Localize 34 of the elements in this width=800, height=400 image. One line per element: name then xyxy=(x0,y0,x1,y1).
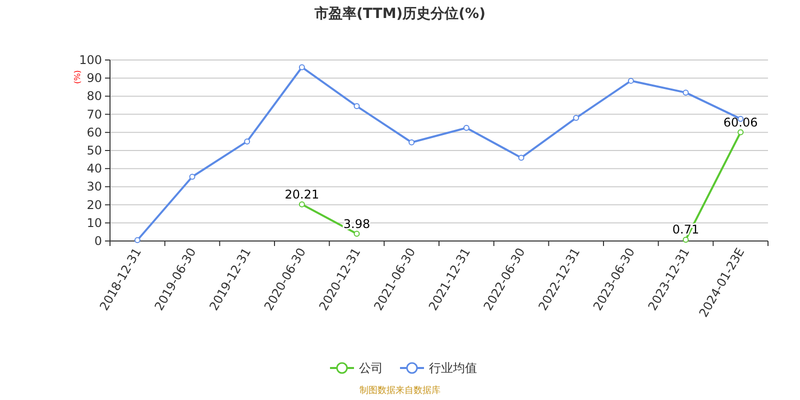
y-axis-title: (%) xyxy=(73,70,82,84)
y-tick-label: 10 xyxy=(86,216,102,230)
y-tick-label: 30 xyxy=(86,180,102,194)
text: 制图数据来自数据库 xyxy=(360,385,440,396)
point xyxy=(354,103,360,110)
y-tick-label: 50 xyxy=(86,144,102,158)
point xyxy=(682,90,689,96)
data-label: 3.98 xyxy=(343,216,370,231)
y-tick-label: 0 xyxy=(94,234,102,248)
point xyxy=(682,236,689,243)
point xyxy=(298,201,305,208)
point xyxy=(298,64,305,70)
point xyxy=(134,237,140,244)
point xyxy=(573,114,580,121)
point xyxy=(408,139,415,146)
y-tick-label: 80 xyxy=(86,89,102,104)
y-tick-label: 60 xyxy=(86,125,102,140)
y-tick-label: 20 xyxy=(86,198,102,212)
y-tick-label: 100 xyxy=(79,53,102,67)
data-label: 20.21 xyxy=(284,187,320,202)
point xyxy=(628,78,634,84)
point xyxy=(244,138,250,144)
data-label: 60.06 xyxy=(723,115,758,130)
point xyxy=(518,154,524,161)
point xyxy=(738,129,744,136)
point xyxy=(463,124,470,131)
y-tick-label: 70 xyxy=(86,107,102,122)
chart-title: 市盈率(TTM)历史分位(%) xyxy=(314,5,486,22)
y-tick-label: 40 xyxy=(86,162,102,176)
y-tick-label: 90 xyxy=(86,71,102,86)
legend-label: 公司 xyxy=(359,361,383,375)
point xyxy=(354,230,360,237)
point xyxy=(189,174,196,180)
legend-label: 行业均值 xyxy=(429,361,477,375)
